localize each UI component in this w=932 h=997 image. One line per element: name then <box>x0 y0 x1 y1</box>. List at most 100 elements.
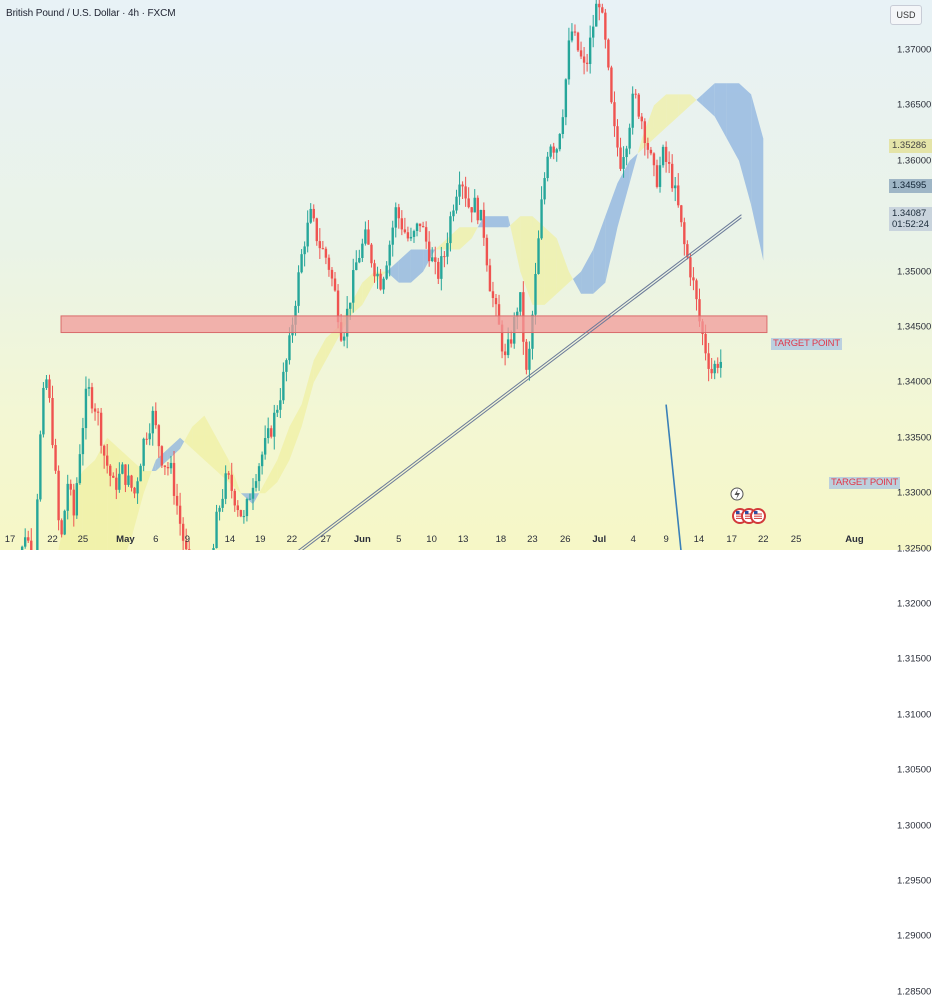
candle-body <box>394 207 397 228</box>
time-tick-label: 23 <box>527 534 538 545</box>
candle-body <box>163 465 167 468</box>
candle-body <box>106 455 109 466</box>
target-point-label-1[interactable]: TARGET POINT <box>771 338 842 350</box>
ichimoku-cloud-segment <box>653 94 667 139</box>
target-point-label-2[interactable]: TARGET POINT <box>829 477 900 489</box>
price-tick-label: 1.32500 <box>897 543 932 555</box>
ichimoku-cloud-segment <box>520 216 533 305</box>
candle-body <box>260 454 264 467</box>
candle-body <box>282 371 285 401</box>
candle-body <box>63 510 66 535</box>
candle-body <box>452 210 455 217</box>
ichimoku-cloud-segment <box>459 227 472 250</box>
candle-body <box>20 546 24 550</box>
candle-body <box>160 446 164 466</box>
candle-body <box>677 185 680 206</box>
time-tick-label: 25 <box>790 534 802 545</box>
candle-body <box>704 333 707 354</box>
candle-body <box>142 438 145 466</box>
time-tick-label: 10 <box>426 534 437 545</box>
symbol-title[interactable]: British Pound / U.S. Dollar · 4h · FXCM <box>6 8 176 19</box>
candle-body <box>330 269 334 279</box>
ichimoku-cloud-segment <box>180 437 185 449</box>
time-tick-label: 6 <box>153 534 159 545</box>
candle-body <box>36 499 39 550</box>
ichimoku-cloud-segment <box>637 138 642 154</box>
candle-body <box>403 229 407 233</box>
time-tick-label: May <box>116 534 135 545</box>
time-tick-label: 19 <box>254 534 266 545</box>
candle-body <box>537 238 540 274</box>
ichimoku-cloud-segment <box>435 238 448 250</box>
candle-body <box>315 218 318 242</box>
price-tick-label: 1.28500 <box>897 986 932 997</box>
ichimoku-cloud-segment <box>386 260 399 283</box>
ichimoku-cloud-segment <box>82 459 96 550</box>
candle-body <box>525 341 528 370</box>
ichimoku-cloud-segment <box>739 83 752 206</box>
candle-body <box>683 222 686 245</box>
candle-body <box>564 79 568 118</box>
candle-body <box>115 477 118 490</box>
candle-body <box>157 425 161 447</box>
candle-body <box>415 223 419 232</box>
time-tick-label: Jul <box>592 534 607 545</box>
candle-body <box>75 483 79 516</box>
candle-body <box>355 262 358 271</box>
candle-body <box>242 516 246 518</box>
candle-body <box>497 304 501 325</box>
candle-body <box>561 117 565 135</box>
candle-body <box>66 483 69 511</box>
candle-body <box>640 116 643 122</box>
candle-body <box>175 495 179 506</box>
ichimoku-cloud-segment <box>95 437 108 550</box>
candle-body <box>333 278 337 291</box>
candle-body <box>376 273 379 277</box>
candle-body <box>93 408 97 412</box>
candle-body <box>109 465 112 476</box>
candle-body <box>102 445 106 456</box>
candle-body <box>285 360 288 372</box>
candle-body <box>81 428 85 455</box>
candle-body <box>716 363 719 368</box>
candle-body <box>145 438 148 440</box>
ichimoku-cloud-segment <box>289 404 302 460</box>
ichimoku-cloud-segment <box>702 83 715 117</box>
ichimoku-cloud-segment <box>192 415 205 460</box>
candle-body <box>342 336 346 341</box>
candle-body <box>440 256 443 279</box>
candle-body <box>516 311 519 317</box>
candle-body <box>449 216 452 244</box>
time-tick-label: 22 <box>758 534 769 545</box>
candle-body <box>601 7 604 13</box>
candle-body <box>658 165 662 187</box>
candle-body <box>576 32 580 51</box>
time-tick-label: 18 <box>495 534 507 545</box>
candle-body <box>391 227 394 245</box>
price-chart[interactable] <box>0 0 932 550</box>
price-tick-label: 1.33000 <box>897 487 932 499</box>
candle-body <box>239 510 243 517</box>
resistance-price-tag: 1.34595 <box>889 179 932 193</box>
currency-button[interactable]: USD <box>890 5 922 25</box>
candle-body <box>361 243 364 258</box>
candle-body <box>379 273 382 290</box>
candle-body <box>45 379 48 388</box>
candle-body <box>294 305 297 325</box>
candle-body <box>215 511 218 549</box>
candle-body <box>713 363 716 374</box>
price-tick-label: 1.37000 <box>897 44 932 56</box>
ichimoku-cloud-segment <box>325 327 339 361</box>
candle-body <box>367 229 370 245</box>
time-tick-label: Aug <box>845 534 864 545</box>
candle-body <box>184 540 188 550</box>
candle-body <box>51 398 54 446</box>
candle-body <box>279 400 282 410</box>
candle-body <box>358 257 361 263</box>
candle-body <box>288 335 291 361</box>
candle-body <box>127 475 130 485</box>
time-tick-label: 14 <box>224 534 236 545</box>
candle-body <box>613 102 616 127</box>
candle-body <box>370 244 373 264</box>
